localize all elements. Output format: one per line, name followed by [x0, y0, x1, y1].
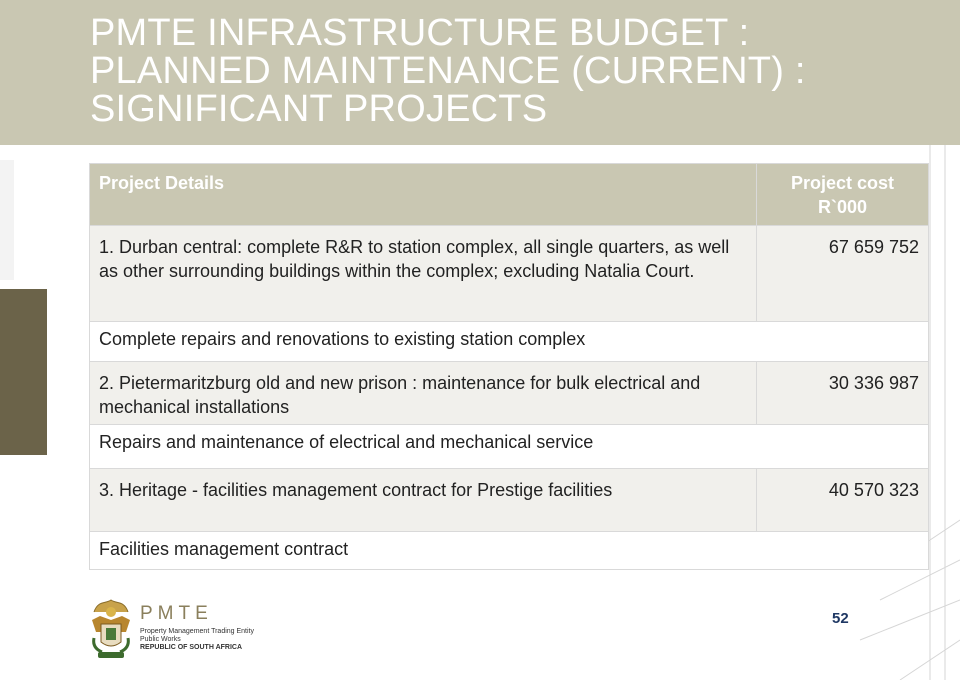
project-details-cell: 1. Durban central: complete R&R to stati…: [89, 225, 757, 322]
project-description-cell: Facilities management contract: [89, 531, 929, 570]
header-project-cost: Project cost R`000: [756, 163, 929, 226]
header-cost-line2: R`000: [817, 197, 868, 217]
title-band: [0, 0, 960, 145]
logo-line-2: Public Works: [140, 636, 181, 643]
project-details-cell: 2. Pietermaritzburg old and new prison :…: [89, 361, 757, 425]
side-accent-bar: [0, 289, 47, 455]
project-description-cell: Repairs and maintenance of electrical an…: [89, 424, 929, 469]
table-row: Repairs and maintenance of electrical an…: [89, 424, 929, 469]
table-row: Complete repairs and renovations to exis…: [89, 321, 929, 362]
table-row: Facilities management contract: [89, 531, 929, 570]
title-line-3: SIGNIFICANT PROJECTS: [90, 88, 548, 130]
slide-title: PMTE INFRASTRUCTURE BUDGET : PLANNED MAI…: [90, 14, 910, 128]
project-cost-cell: 67 659 752: [756, 225, 929, 322]
title-line-2: PLANNED MAINTENANCE (CURRENT) :: [90, 50, 806, 92]
coat-of-arms-icon: [92, 599, 130, 658]
logo-line-3: REPUBLIC OF SOUTH AFRICA: [140, 644, 243, 651]
page-number: 52: [832, 610, 849, 627]
header-project-details: Project Details: [89, 163, 757, 226]
logo-line-1: Property Management Trading Entity: [140, 628, 255, 635]
projects-table: Project Details Project cost R`000 1. Du…: [89, 163, 929, 570]
table-row: 2. Pietermaritzburg old and new prison :…: [89, 361, 929, 425]
title-line-1: PMTE INFRASTRUCTURE BUDGET :: [90, 12, 750, 54]
pmte-logo: PMTE Property Management Trading Entity …: [88, 598, 298, 662]
table-header-row: Project Details Project cost R`000: [89, 163, 929, 226]
logo-wordmark: PMTE: [140, 603, 213, 624]
project-details-cell: 3. Heritage - facilities management cont…: [89, 468, 757, 532]
table-row: 3. Heritage - facilities management cont…: [89, 468, 929, 532]
table-row: 1. Durban central: complete R&R to stati…: [89, 225, 929, 322]
project-cost-cell: 40 570 323: [756, 468, 929, 532]
header-cost-line1: Project cost: [790, 173, 895, 193]
project-cost-cell: 30 336 987: [756, 361, 929, 425]
project-description-cell: Complete repairs and renovations to exis…: [89, 321, 929, 362]
